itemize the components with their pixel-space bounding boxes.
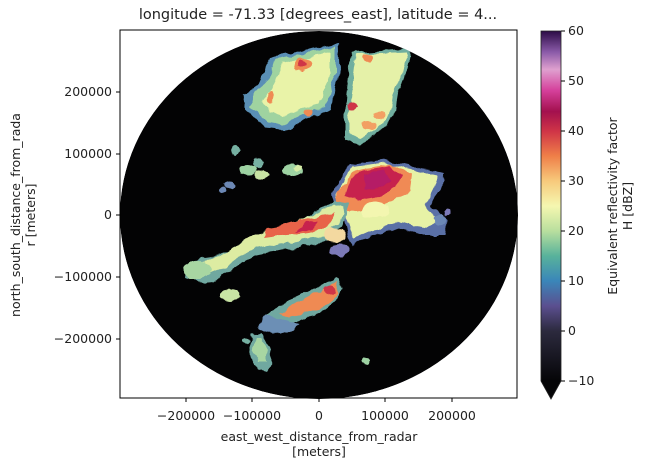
x-tick-label: 0 bbox=[315, 408, 323, 423]
colorbar-tick-label: 50 bbox=[568, 73, 584, 88]
x-tick-label: −100000 bbox=[223, 408, 281, 423]
colorbar-tick-label: 20 bbox=[568, 223, 584, 238]
colorbar-label-line1: Equivalent reflectivity factor bbox=[605, 116, 620, 294]
radar-field bbox=[120, 31, 518, 399]
echo-north-band bbox=[345, 48, 412, 145]
y-tick-label: 100000 bbox=[64, 146, 112, 161]
x-axis: −200000 −100000 0 100000 200000 east_wes… bbox=[157, 398, 476, 459]
colorbar-tick-label: 30 bbox=[568, 173, 584, 188]
colorbar-extend-min-triangle bbox=[541, 381, 561, 399]
echo-far-southwest-cells bbox=[183, 209, 450, 364]
y-tick-label: 200000 bbox=[64, 84, 112, 99]
colorbar-tick-label: −10 bbox=[568, 373, 594, 388]
colorbar: 60 50 40 30 20 10 0 −10 Equivalent refle… bbox=[540, 23, 635, 400]
colorbar-tick-label: 60 bbox=[568, 23, 584, 38]
echo-south-cluster bbox=[242, 278, 343, 372]
x-tick-label: 200000 bbox=[428, 408, 476, 423]
y-tick-label: −100000 bbox=[54, 269, 112, 284]
echo-northwest-band bbox=[243, 44, 340, 130]
echo-central-core bbox=[332, 160, 448, 245]
x-axis-label-line1: east_west_distance_from_radar bbox=[221, 429, 419, 444]
y-axis-label-line2: r [meters] bbox=[23, 184, 38, 247]
y-tick-label: 0 bbox=[104, 207, 112, 222]
y-axis: 200000 100000 0 −100000 −200000 north_so… bbox=[8, 84, 120, 346]
colorbar-tick-label: 10 bbox=[568, 273, 584, 288]
colorbar-label-line2: H [dBZ] bbox=[620, 182, 635, 230]
x-tick-label: −200000 bbox=[157, 408, 215, 423]
chart-title: longitude = -71.33 [degrees_east], latit… bbox=[139, 7, 497, 23]
colorbar-tick-label: 40 bbox=[568, 123, 584, 138]
y-tick-label: −200000 bbox=[54, 331, 112, 346]
echo-west-cells bbox=[218, 145, 303, 193]
plot-area bbox=[119, 29, 518, 399]
y-axis-label-line1: north_south_distance_from_rada bbox=[8, 113, 23, 317]
x-tick-label: 100000 bbox=[361, 408, 409, 423]
x-axis-label-line2: [meters] bbox=[292, 444, 346, 459]
echo-southwest-band bbox=[185, 200, 350, 282]
colorbar-tick-label: 0 bbox=[568, 323, 576, 338]
